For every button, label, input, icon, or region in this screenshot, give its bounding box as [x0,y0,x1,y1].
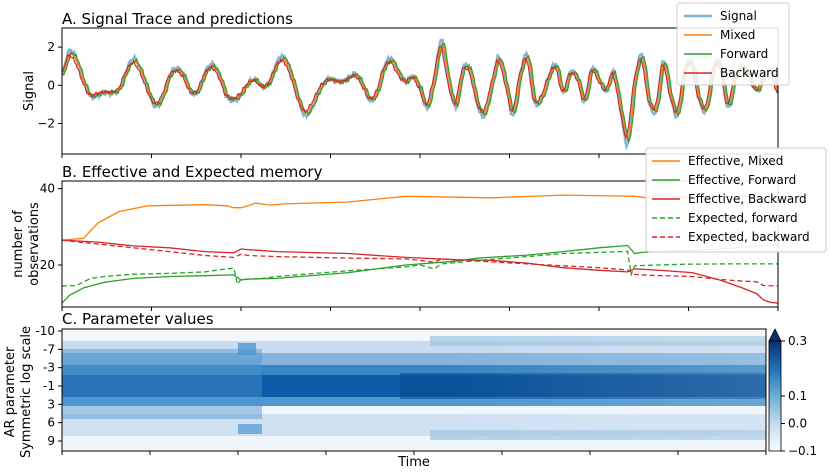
y-tick-label: -1 [43,379,55,393]
legend-label-signal: Signal [720,9,757,23]
panel-c-yticks: -10 -7 -3 -1 3 6 9 [35,324,62,448]
y-tick-label: 20 [40,258,55,272]
panel-a-title: A. Signal Trace and predictions [62,10,293,28]
colorbar-tick-label: 0.1 [788,389,807,403]
y-tick-label: -7 [43,342,55,356]
colorbar-bar [768,340,782,452]
colorbar-tick-label: 0.0 [788,417,807,431]
legend-label: Effective, Backward [688,192,807,206]
series-forward-line [62,42,778,144]
y-tick-label: 40 [40,182,55,196]
panel-b-xticks [61,307,779,311]
y-tick-label: -3 [43,361,55,375]
panel-a-yticks: 2 0 −2 [37,40,62,130]
panel-b-yticks: 40 20 [40,182,62,272]
y-tick-label: 2 [47,40,55,54]
legend-label-mixed: Mixed [720,28,755,42]
panel-c-title: C. Parameter values [62,310,214,328]
legend-label: Effective, Mixed [688,154,783,168]
legend-label: Expected, backward [688,230,810,244]
legend-box [676,2,790,86]
y-tick-label: 0 [47,78,55,92]
legend-label-forward: Forward [720,47,768,61]
colorbar [768,328,782,452]
series-effective-backwardline [62,239,778,304]
y-tick-label: 3 [47,397,55,411]
legend-label-backward: Backward [720,66,779,80]
panel-c-ylabel-line1: AR parameter [3,346,18,437]
panel-b-ylabel-line1: number of [11,210,26,278]
series-effective-forwardline [62,244,778,304]
y-tick-label: 9 [47,434,55,448]
colorbar-extend-arrow [768,328,782,342]
series-expected-forwardline [62,250,778,287]
y-tick-label: −2 [37,116,55,130]
series-backward-line [62,46,778,139]
panel-c-ylabel-line2: Symmetric log scale [19,326,34,458]
colorbar-ticks: 0.3 0.1 0.0 −0.1 [781,334,817,458]
panel-b-title: B. Effective and Expected memory [62,163,323,181]
y-tick-label: 6 [47,416,55,430]
panel-a-ylabel: Signal [22,71,37,111]
y-tick-label: -10 [35,324,55,338]
series-expected-backwardline [62,239,778,287]
panel-c-xticks [61,451,767,455]
panel-a-legend: Signal Mixed Forward Backward [676,2,790,86]
legend-box [645,147,827,253]
legend-label: Effective, Forward [688,173,796,187]
panel-b-ylabel-line2: observations [27,202,42,286]
legend-label: Expected, forward [688,211,798,225]
colorbar-tick-label: −0.1 [788,444,817,458]
colorbar-tick-label: 0.3 [788,334,807,348]
panel-c-heatmap [62,329,766,451]
panel-c-xlabel: Time [397,455,430,470]
heatmap-fade-overlay [62,329,766,451]
panel-a-plot [62,38,778,151]
panel-b-legend: Effective, Mixed Effective, Forward Effect… [645,147,827,253]
